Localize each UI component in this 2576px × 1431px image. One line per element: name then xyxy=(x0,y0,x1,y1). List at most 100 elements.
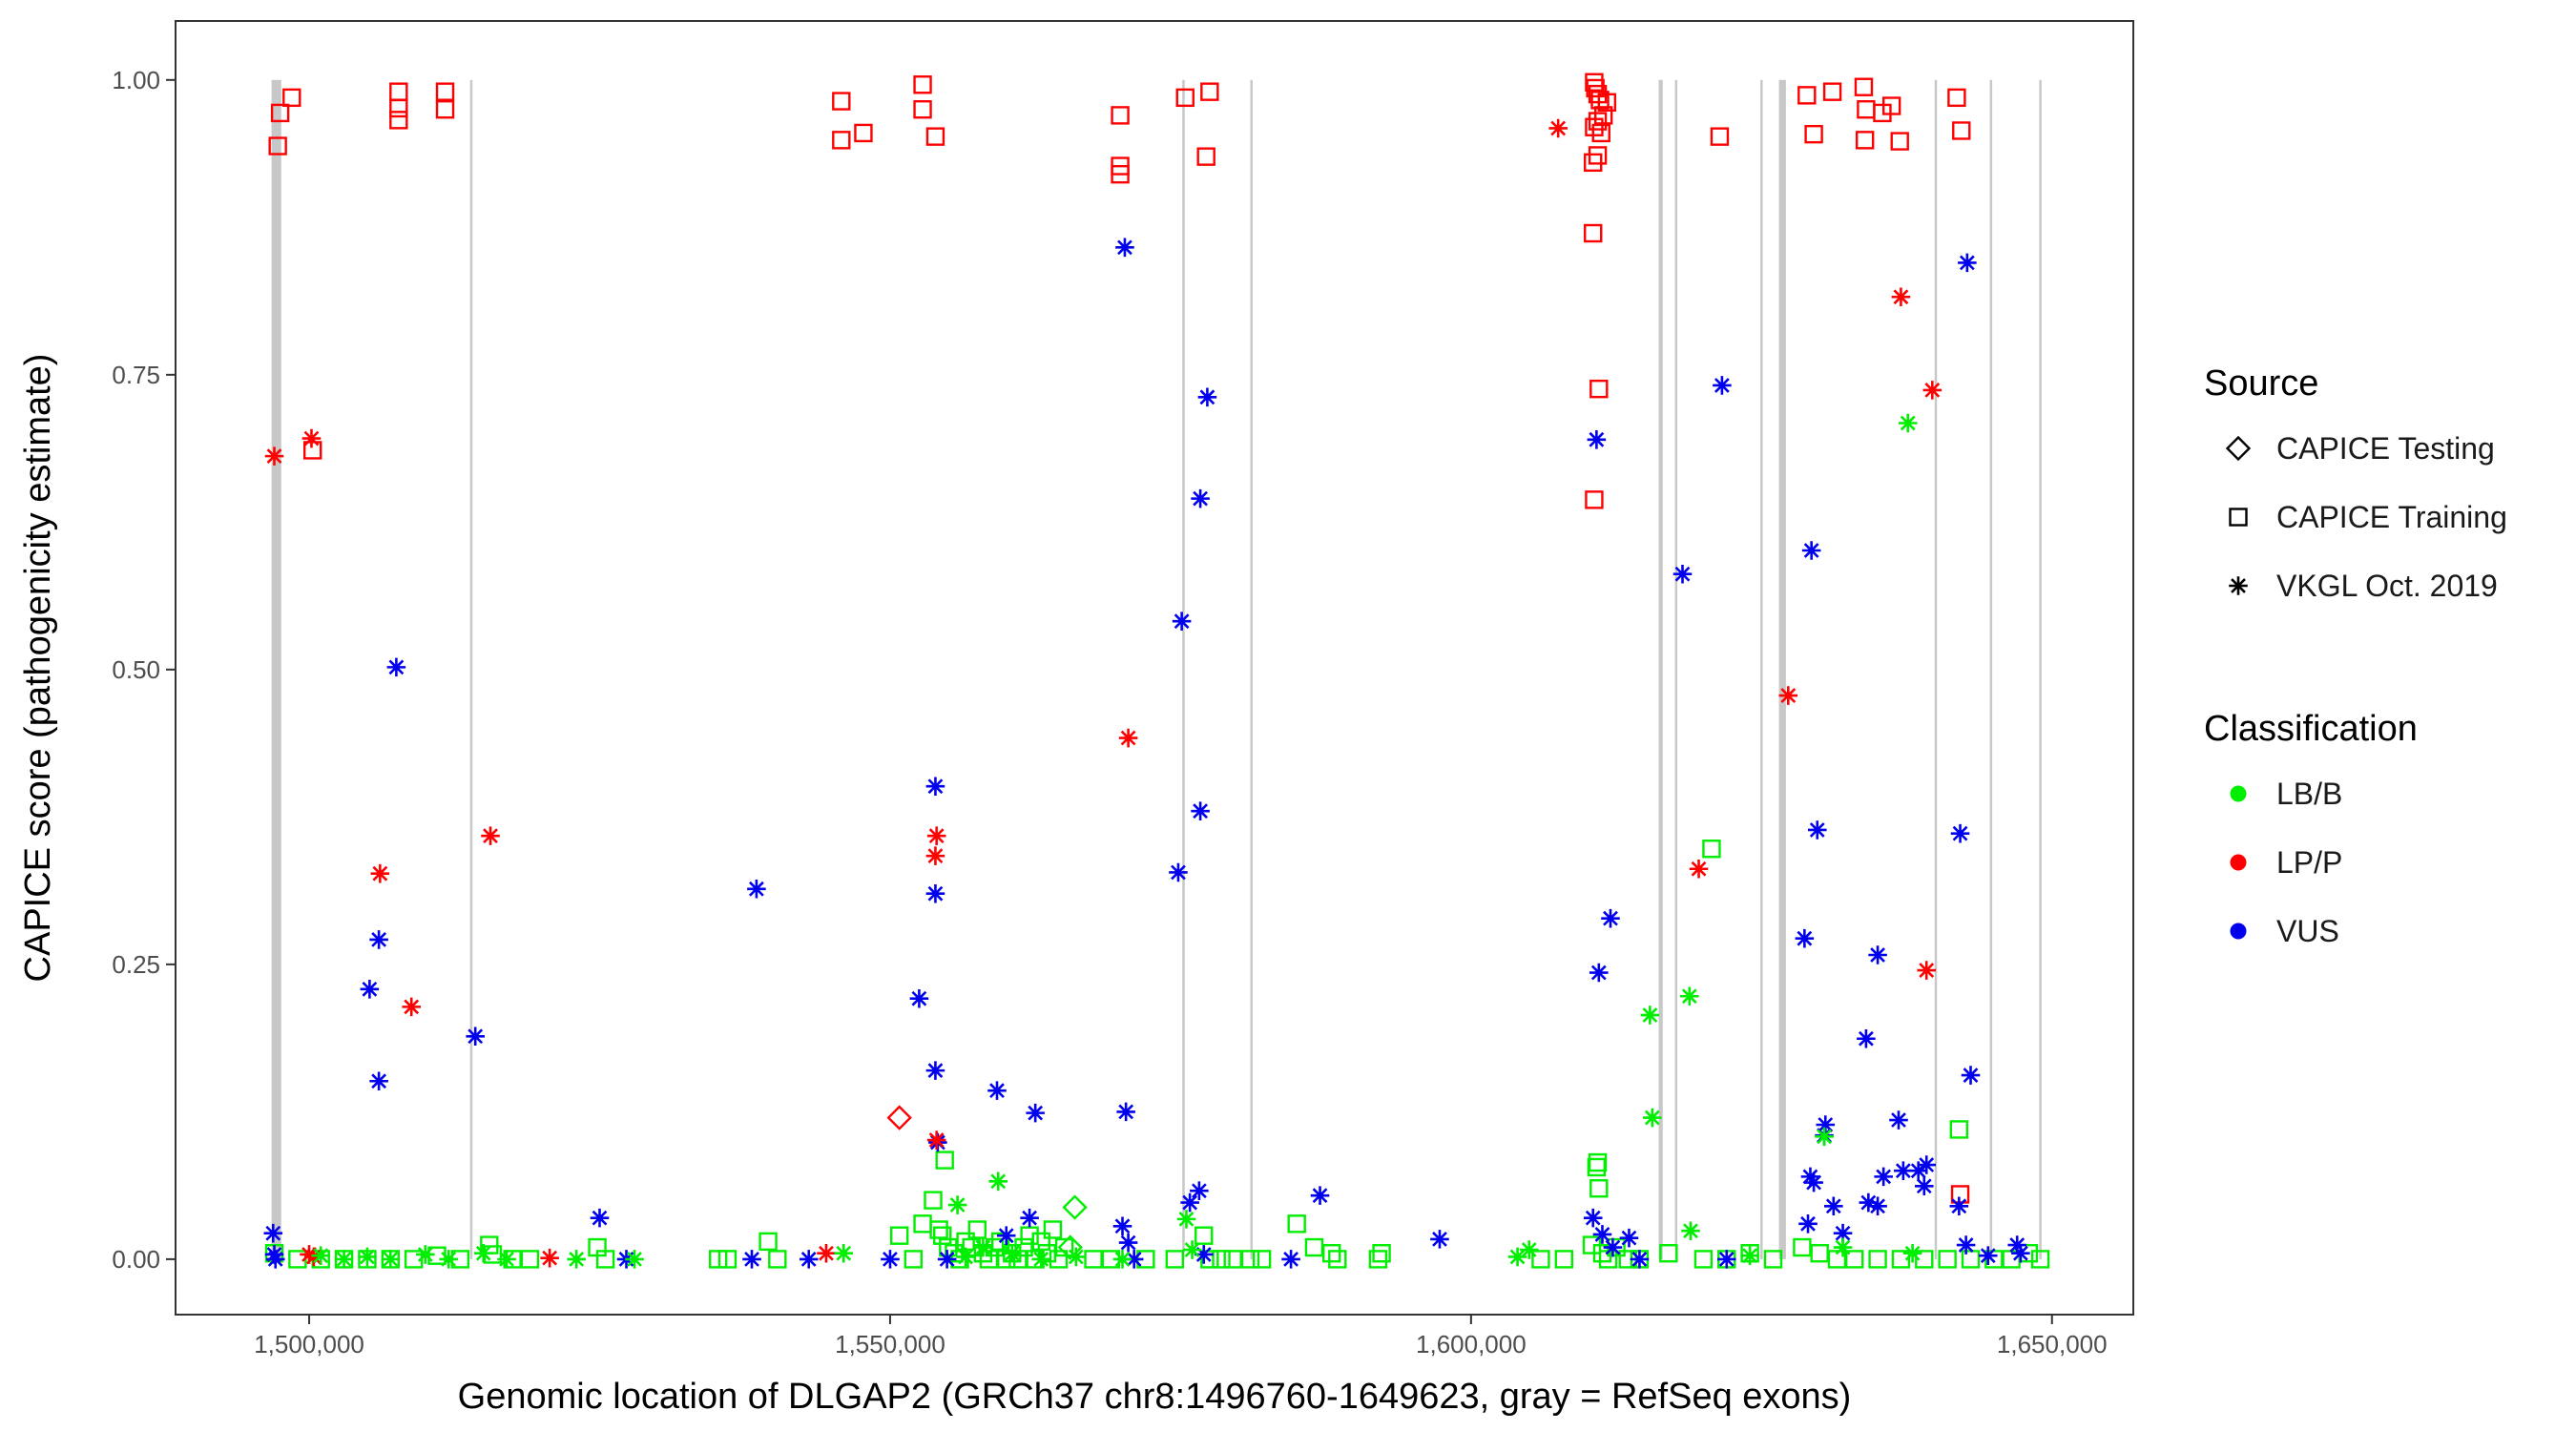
point-1-75 xyxy=(1693,1250,1714,1269)
point-1-61 xyxy=(1368,1250,1388,1269)
point-0-6 xyxy=(389,111,408,130)
point-1-40 xyxy=(1020,1226,1039,1245)
point-2-65 xyxy=(1874,1167,1893,1187)
point-2-45 xyxy=(1603,1237,1623,1257)
point-3-5 xyxy=(402,997,421,1017)
point-2-27 xyxy=(1118,1233,1138,1253)
point-2-49 xyxy=(1713,376,1732,395)
exon-line-0 xyxy=(271,79,281,1259)
point-6-0 xyxy=(1062,1194,1088,1220)
exon-lines xyxy=(271,79,2042,1259)
point-3-17 xyxy=(1922,381,1942,400)
point-1-59 xyxy=(1322,1244,1341,1263)
point-1-54 xyxy=(1223,1250,1242,1269)
point-1-15 xyxy=(709,1250,728,1269)
point-0-19 xyxy=(1200,82,1219,101)
point-2-19 xyxy=(937,1250,957,1269)
point-4-15 xyxy=(1003,1243,1022,1263)
point-3-8 xyxy=(817,1243,836,1263)
point-2-44 xyxy=(1601,908,1620,928)
legend-class-key-2 xyxy=(2230,923,2247,940)
point-4-2 xyxy=(358,1247,377,1267)
point-4-3 xyxy=(381,1250,401,1269)
point-4-11 xyxy=(947,1195,967,1214)
point-1-86 xyxy=(1915,1250,1934,1269)
legend-classification-title: Classification xyxy=(2204,709,2418,749)
point-0-0 xyxy=(268,136,287,156)
point-1-16 xyxy=(717,1250,737,1269)
point-2-34 xyxy=(1197,387,1217,407)
point-2-67 xyxy=(1894,1161,1913,1180)
point-0-34 xyxy=(1585,490,1604,509)
point-4-9 xyxy=(625,1250,644,1269)
point-4-27 xyxy=(1740,1246,1759,1265)
point-0-41 xyxy=(1855,131,1875,150)
point-1-58 xyxy=(1304,1237,1324,1257)
point-4-7 xyxy=(497,1250,516,1269)
point-2-56 xyxy=(1798,1214,1818,1234)
point-0-11 xyxy=(854,123,873,143)
legend-class-label-1: LP/P xyxy=(2276,845,2342,880)
point-4-16 xyxy=(1031,1250,1051,1269)
point-2-54 xyxy=(1800,1167,1820,1187)
point-1-82 xyxy=(1827,1250,1847,1269)
legend-class-key-0 xyxy=(2230,785,2247,802)
point-0-44 xyxy=(1890,132,1909,151)
point-3-10 xyxy=(925,846,945,865)
point-4-19 xyxy=(1176,1210,1196,1229)
point-0-12 xyxy=(913,75,932,94)
x-tick-label-3: 1,650,000 xyxy=(1997,1330,2108,1358)
point-2-12 xyxy=(799,1250,819,1269)
point-1-62 xyxy=(1372,1244,1391,1263)
point-1-25 xyxy=(933,1226,952,1245)
point-2-5 xyxy=(369,1071,388,1091)
point-2-10 xyxy=(747,879,766,899)
point-2-75 xyxy=(1956,1235,1976,1255)
point-1-93 xyxy=(2030,1250,2050,1269)
point-1-87 xyxy=(1938,1250,1957,1269)
point-0-9 xyxy=(832,92,851,111)
legend-source-key-2 xyxy=(2229,576,2248,595)
point-2-46 xyxy=(1619,1228,1639,1248)
point-2-42 xyxy=(1583,1208,1603,1228)
point-0-35 xyxy=(1710,127,1730,146)
point-4-5 xyxy=(439,1250,458,1269)
point-4-8 xyxy=(567,1250,586,1269)
y-tick-label-4: 1.00 xyxy=(112,66,160,94)
point-1-85 xyxy=(1891,1250,1911,1269)
point-2-71 xyxy=(1950,823,1970,843)
point-0-36 xyxy=(1797,86,1817,105)
point-0-39 xyxy=(1854,77,1874,96)
point-0-13 xyxy=(913,100,932,119)
y-axis-title: CAPICE score (pathogenicity estimate) xyxy=(18,354,58,983)
point-0-14 xyxy=(925,127,945,146)
point-1-23 xyxy=(935,1151,954,1170)
point-0-37 xyxy=(1804,124,1823,144)
point-2-7 xyxy=(466,1027,485,1047)
point-3-13 xyxy=(1548,118,1568,138)
point-2-63 xyxy=(1859,1192,1879,1213)
point-4-10 xyxy=(834,1243,854,1263)
point-2-77 xyxy=(2007,1235,2026,1255)
point-3-9 xyxy=(926,826,946,845)
point-2-37 xyxy=(1281,1250,1300,1269)
legend-class-label-0: LB/B xyxy=(2276,777,2342,811)
point-4-13 xyxy=(973,1237,993,1257)
point-3-4 xyxy=(370,863,390,883)
point-2-78 xyxy=(2011,1243,2030,1263)
point-0-27 xyxy=(1588,112,1608,131)
point-2-73 xyxy=(1961,1066,1981,1085)
x-axis-title: Genomic location of DLGAP2 (GRCh37 chr8:… xyxy=(458,1377,1852,1417)
point-1-57 xyxy=(1287,1214,1306,1234)
legend-source-label-2: VKGL Oct. 2019 xyxy=(2276,569,2498,603)
point-0-15 xyxy=(1111,106,1130,125)
point-0-18 xyxy=(1175,88,1195,108)
point-0-43 xyxy=(1881,96,1901,115)
point-2-68 xyxy=(1908,1161,1928,1180)
exon-line-4 xyxy=(1658,79,1663,1259)
y-tick-label-0: 0.00 xyxy=(112,1245,160,1274)
point-2-4 xyxy=(360,980,380,999)
point-4-31 xyxy=(1902,1243,1922,1263)
point-1-80 xyxy=(1793,1237,1812,1257)
